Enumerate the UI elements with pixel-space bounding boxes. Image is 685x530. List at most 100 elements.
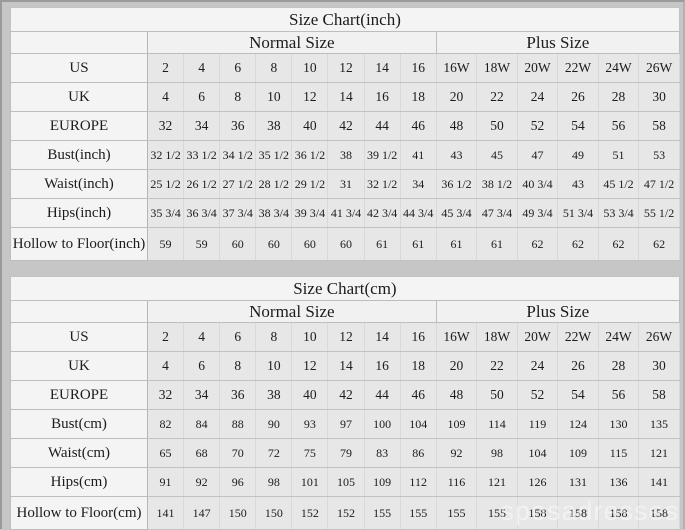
size-value-cell: 104 [516,438,559,468]
size-value-cell: 44 [363,111,401,141]
size-value-cell: 42 [327,111,365,141]
size-value-cell: 47 [516,140,559,170]
row-label: Hips(cm) [10,467,148,497]
size-value-cell: 86 [399,438,437,468]
table-title-row: Size Chart(cm) [10,276,680,301]
size-value-cell: 56 [597,380,640,410]
size-value-cell: 29 1/2 [291,169,329,199]
size-value-cell: 18W [476,322,518,352]
size-value-cell: 25 1/2 [146,169,185,199]
size-value-cell: 8 [219,82,257,112]
size-value-cell: 36 3/4 [183,198,221,228]
size-chart-inch-section: Size Chart(inch) Normal Size Plus Size U… [10,7,680,261]
table-row: Bust(cm) 82 84 88 90 93 97 100 104 109 114 119 124 13… [10,409,680,439]
size-value-cell: 50 [476,111,518,141]
size-value-cell: 30 [638,82,680,112]
size-value-cell: 16W [435,53,478,83]
size-value-cell: 49 3/4 [516,198,559,228]
size-value-cell: 4 [146,82,185,112]
group-header-normal: Normal Size [147,300,437,323]
size-value-cell: 51 3/4 [557,198,599,228]
size-value-cell: 114 [476,409,518,439]
size-value-cell: 46 [399,380,437,410]
size-value-cell: 54 [557,380,599,410]
group-header-row: Normal Size Plus Size [10,300,680,323]
row-label: US [10,53,148,83]
group-header-plus: Plus Size [435,31,680,54]
size-value-cell: 98 [476,438,518,468]
size-value-cell: 16 [399,322,437,352]
size-value-cell: 4 [146,351,185,381]
size-value-cell: 119 [516,409,559,439]
size-value-cell: 105 [327,467,365,497]
size-value-cell: 59 [183,227,221,261]
size-value-cell: 61 [399,227,437,261]
size-value-cell: 112 [399,467,437,497]
size-value-cell: 14 [363,322,401,352]
row-label: Waist(inch) [10,169,148,199]
size-value-cell: 20W [516,53,559,83]
table-row: Hips(cm) 91 92 96 98 101 105 109 112 116 121 126 131… [10,467,680,497]
size-value-cell: 58 [638,380,680,410]
size-value-cell: 50 [476,380,518,410]
size-value-cell: 109 [363,467,401,497]
table-row: Hips(inch) 35 3/4 36 3/4 37 3/4 38 3/4 39 3/4… [10,198,680,228]
size-value-cell: 155 [476,496,518,530]
size-value-cell: 42 [327,380,365,410]
size-value-cell: 45 3/4 [435,198,478,228]
size-value-cell: 28 [597,351,640,381]
size-value-cell: 4 [183,322,221,352]
size-value-cell: 100 [363,409,401,439]
size-value-cell: 36 [219,111,257,141]
row-label: EUROPE [10,111,148,141]
size-value-cell: 61 [363,227,401,261]
size-value-cell: 49 [557,140,599,170]
size-value-cell: 43 [557,169,599,199]
size-value-cell: 141 [146,496,185,530]
size-value-cell: 40 3/4 [516,169,559,199]
size-value-cell: 44 3/4 [399,198,437,228]
size-value-cell: 116 [435,467,478,497]
size-value-cell: 16 [363,351,401,381]
size-value-cell: 68 [183,438,221,468]
size-value-cell: 6 [219,53,257,83]
size-value-cell: 60 [255,227,293,261]
size-value-cell: 155 [435,496,478,530]
size-value-cell: 39 1/2 [363,140,401,170]
size-value-cell: 79 [327,438,365,468]
table-row: Hollow to Floor(cm) 141 147 150 150 152 152 155… [10,496,680,530]
size-value-cell: 10 [255,82,293,112]
size-value-cell: 52 [516,380,559,410]
size-value-cell: 109 [435,409,478,439]
table-row: Waist(cm) 65 68 70 72 75 79 83 86 92 98 104 109 115 12… [10,438,680,468]
size-value-cell: 53 3/4 [597,198,640,228]
size-value-cell: 16W [435,322,478,352]
size-value-cell: 12 [291,82,329,112]
size-value-cell: 12 [291,351,329,381]
size-value-cell: 75 [291,438,329,468]
size-value-cell: 47 3/4 [476,198,518,228]
size-value-cell: 34 1/2 [219,140,257,170]
size-value-cell: 18 [399,82,437,112]
size-value-cell: 40 [291,111,329,141]
size-value-cell: 62 [638,227,680,261]
size-value-cell: 22 [476,82,518,112]
size-value-cell: 18W [476,53,518,83]
size-value-cell: 124 [557,409,599,439]
size-value-cell: 56 [597,111,640,141]
size-value-cell: 61 [476,227,518,261]
corner-cell [10,300,148,323]
size-value-cell: 84 [183,409,221,439]
row-label: Hollow to Floor(inch) [10,227,148,261]
size-value-cell: 62 [557,227,599,261]
size-value-cell: 91 [146,467,185,497]
size-value-cell: 54 [557,111,599,141]
size-value-cell: 60 [219,227,257,261]
size-value-cell: 96 [219,467,257,497]
size-value-cell: 90 [255,409,293,439]
size-value-cell: 44 [363,380,401,410]
size-value-cell: 4 [183,53,221,83]
size-value-cell: 24 [516,82,559,112]
size-value-cell: 104 [399,409,437,439]
